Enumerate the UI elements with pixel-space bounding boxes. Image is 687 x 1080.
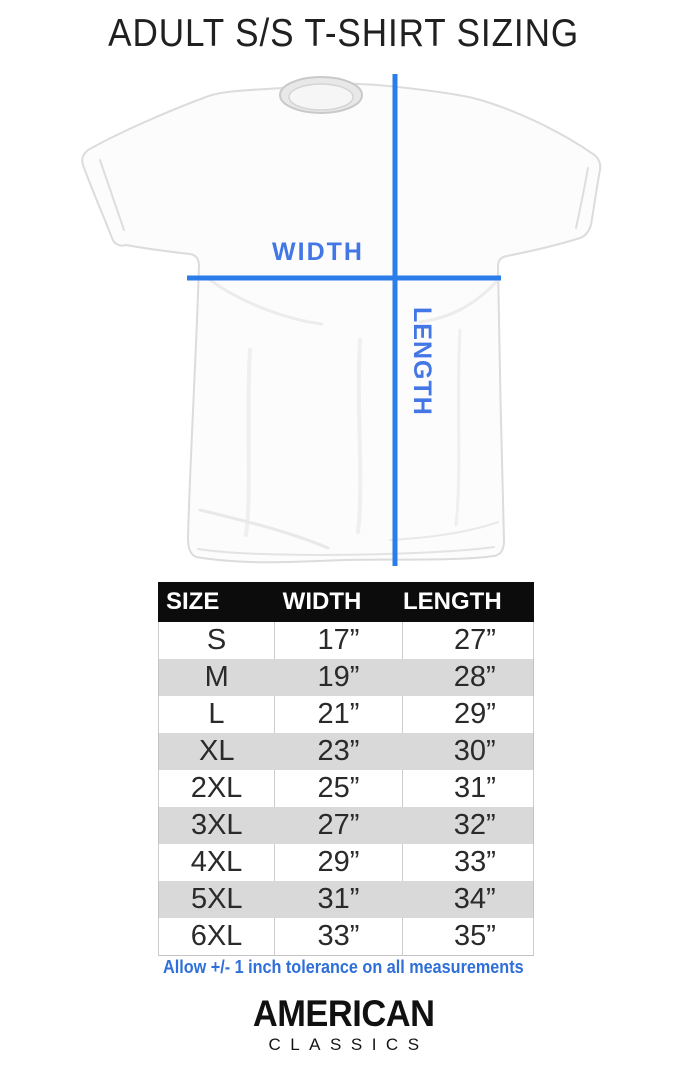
length-cell: 29” bbox=[402, 696, 534, 733]
length-cell: 32” bbox=[402, 807, 534, 844]
page-title: ADULT S/S T-SHIRT SIZING bbox=[108, 12, 579, 55]
table-row: 6XL 33” 35” bbox=[158, 918, 534, 956]
header-width: WIDTH bbox=[274, 582, 403, 622]
header-length: LENGTH bbox=[402, 582, 534, 622]
table-row: 3XL 27” 32” bbox=[158, 807, 534, 844]
size-cell: L bbox=[158, 696, 275, 733]
table-row: S 17” 27” bbox=[158, 621, 534, 659]
size-cell: 4XL bbox=[158, 844, 275, 881]
collar-inner bbox=[288, 83, 354, 111]
length-cell: 31” bbox=[402, 770, 534, 807]
length-cell: 34” bbox=[402, 881, 534, 918]
size-cell: 2XL bbox=[158, 770, 275, 807]
width-cell: 27” bbox=[274, 807, 403, 844]
width-label: WIDTH bbox=[272, 238, 364, 266]
length-cell: 35” bbox=[402, 918, 534, 956]
width-cell: 25” bbox=[274, 770, 403, 807]
width-cell: 29” bbox=[274, 844, 403, 881]
width-cell: 21” bbox=[274, 696, 403, 733]
size-cell: 6XL bbox=[158, 918, 275, 956]
size-cell: XL bbox=[158, 733, 275, 770]
header-size: SIZE bbox=[158, 582, 275, 622]
size-cell: 3XL bbox=[158, 807, 275, 844]
size-table: SIZE WIDTH LENGTH S 17” 27” M 19” 28” L … bbox=[158, 582, 534, 956]
tshirt-body bbox=[81, 82, 602, 564]
width-cell: 31” bbox=[274, 881, 403, 918]
tolerance-note: Allow +/- 1 inch tolerance on all measur… bbox=[163, 957, 524, 977]
table-row: L 21” 29” bbox=[158, 696, 534, 733]
table-row: M 19” 28” bbox=[158, 659, 534, 696]
size-cell: M bbox=[158, 659, 275, 696]
size-cell: 5XL bbox=[158, 881, 275, 918]
brand-subtitle: CLASSICS bbox=[268, 1035, 429, 1054]
brand-name: AMERICAN bbox=[252, 993, 435, 1034]
length-cell: 30” bbox=[402, 733, 534, 770]
table-row: 2XL 25” 31” bbox=[158, 770, 534, 807]
length-cell: 27” bbox=[402, 621, 534, 659]
wrinkle-lines bbox=[99, 159, 589, 556]
length-cell: 33” bbox=[402, 844, 534, 881]
width-cell: 23” bbox=[274, 733, 403, 770]
shirt-figure: WIDTH LENGTH bbox=[60, 70, 630, 575]
length-cell: 28” bbox=[402, 659, 534, 696]
tshirt-illustration bbox=[81, 74, 602, 566]
width-cell: 17” bbox=[274, 621, 403, 659]
table-row: 5XL 31” 34” bbox=[158, 881, 534, 918]
table-header-row: SIZE WIDTH LENGTH bbox=[158, 582, 534, 622]
size-cell: S bbox=[158, 621, 275, 659]
table-row: XL 23” 30” bbox=[158, 733, 534, 770]
table-row: 4XL 29” 33” bbox=[158, 844, 534, 881]
brand-logo: AMERICAN CLASSICS bbox=[0, 995, 687, 1055]
width-cell: 33” bbox=[274, 918, 403, 956]
width-cell: 19” bbox=[274, 659, 403, 696]
length-label: LENGTH bbox=[408, 307, 436, 416]
